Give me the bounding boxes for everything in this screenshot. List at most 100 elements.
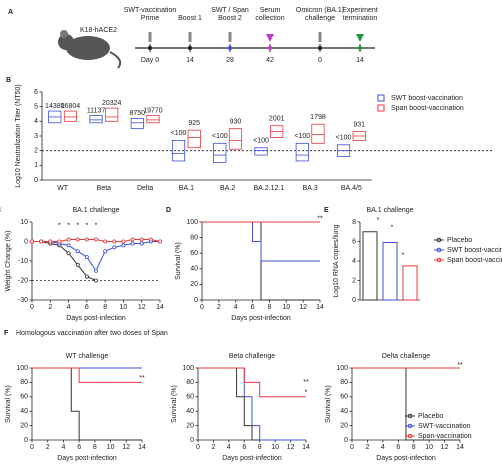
day-label: 14 xyxy=(186,57,194,64)
box xyxy=(213,142,227,163)
chart-title: BA.1 challenge xyxy=(366,207,413,214)
x-tick-label: 2 xyxy=(217,304,221,311)
x-tick-label: Delta xyxy=(137,185,153,192)
value-label: 11137 xyxy=(87,107,106,114)
x-tick-label: 0 xyxy=(30,304,34,311)
x-axis-label: Days post-infection xyxy=(66,315,126,322)
y-tick-label: 0 xyxy=(34,177,38,184)
y-tick-label: 10 xyxy=(20,219,28,226)
point xyxy=(75,237,80,242)
legend-marker xyxy=(407,413,413,419)
y-axis-label: Log10 Neutralization Titer (NT50) xyxy=(15,84,22,188)
point xyxy=(66,237,71,242)
event-label: Boost 1 xyxy=(178,15,202,22)
annotation: * xyxy=(58,223,61,230)
value-label: 930 xyxy=(230,119,242,126)
point xyxy=(84,255,89,260)
point xyxy=(39,239,44,244)
x-tick-label: BA.2.12.1 xyxy=(254,185,285,192)
point xyxy=(66,243,71,248)
x-tick-label: 0 xyxy=(350,444,354,451)
legend-label: Span-vaccination xyxy=(418,433,472,440)
y-tick-label: 6 xyxy=(352,238,356,245)
point xyxy=(130,237,135,242)
panel-label: B xyxy=(6,77,11,84)
y-axis-label: Survival (%) xyxy=(5,385,12,423)
point xyxy=(112,239,117,244)
point xyxy=(139,241,144,246)
y-tick-label: 20 xyxy=(20,422,28,429)
box xyxy=(228,128,243,150)
x-tick-label: 10 xyxy=(107,444,115,451)
chart-title: WT challenge xyxy=(66,353,109,360)
y-tick-label: -30 xyxy=(18,297,28,304)
point xyxy=(84,237,89,242)
annotation: * xyxy=(95,223,98,230)
panel-label: E xyxy=(324,207,329,214)
box xyxy=(171,139,186,162)
timeline-dot xyxy=(227,45,233,51)
y-tick-label: 20 xyxy=(186,422,194,429)
annotation: * xyxy=(305,389,308,396)
timeline-dot xyxy=(267,45,273,51)
panel-label: D xyxy=(166,207,171,214)
arrow xyxy=(266,34,274,42)
point xyxy=(94,237,99,242)
annotation: * xyxy=(391,225,394,232)
panel-label: A xyxy=(8,9,13,16)
legend-marker xyxy=(407,423,413,429)
event-label: Boost 2 xyxy=(218,15,242,22)
y-tick-label: 3 xyxy=(34,133,38,140)
value-label: <100 xyxy=(171,130,187,137)
box xyxy=(295,142,309,162)
legend-swatch xyxy=(377,104,385,112)
y-tick-label: 1 xyxy=(34,162,38,169)
y-tick-label: 0 xyxy=(24,437,28,444)
x-tick-label: 8 xyxy=(103,304,107,311)
event-label: challenge xyxy=(305,15,335,22)
x-tick-label: 4 xyxy=(227,444,231,451)
annotation: ** xyxy=(457,362,463,369)
x-tick-label: 12 xyxy=(287,444,295,451)
chart-title: BA.1 challenge xyxy=(72,207,119,214)
point xyxy=(29,239,34,244)
x-tick-label: 8 xyxy=(267,304,271,311)
y-tick-label: 20 xyxy=(190,281,198,288)
y-tick-label: 80 xyxy=(340,379,348,386)
value-label: <100 xyxy=(336,135,352,142)
x-axis-label: Days post-infection xyxy=(231,315,291,322)
point xyxy=(121,243,126,248)
point xyxy=(112,245,117,250)
x-tick-label: BA.4/5 xyxy=(341,185,362,192)
legend-label: Placebo xyxy=(418,413,443,420)
bar xyxy=(382,241,398,301)
day-label: 28 xyxy=(226,57,234,64)
x-tick-label: 8 xyxy=(412,444,416,451)
point xyxy=(103,239,108,244)
y-axis-label: Log10 RNA copies/lung xyxy=(333,224,340,297)
bar xyxy=(362,231,378,301)
value-label: 20324 xyxy=(102,100,122,107)
box xyxy=(105,107,119,122)
x-tick-label: 14 xyxy=(138,444,146,451)
annotation: ** xyxy=(317,216,323,223)
y-tick-label: 4 xyxy=(352,258,356,265)
legend-label: Span boost-vaccination xyxy=(447,257,502,264)
y-tick-label: 80 xyxy=(186,379,194,386)
y-tick-label: 6 xyxy=(34,89,38,96)
x-tick-label: 8 xyxy=(93,444,97,451)
y-tick-label: 40 xyxy=(186,408,194,415)
x-tick-label: Beta xyxy=(97,185,112,192)
x-tick-label: 14 xyxy=(302,444,310,451)
legend-swatch xyxy=(377,94,385,102)
legend-label: SWT-vaccination xyxy=(418,423,471,430)
y-tick-label: 8 xyxy=(352,219,356,226)
x-tick-label: 12 xyxy=(299,304,307,311)
legend-marker xyxy=(436,237,442,243)
y-tick-label: 60 xyxy=(20,394,28,401)
timeline-dot xyxy=(357,45,363,51)
x-tick-label: 12 xyxy=(122,444,130,451)
x-tick-label: 6 xyxy=(242,444,246,451)
event-label: SWT-vaccination xyxy=(124,7,177,14)
value-label: 1798 xyxy=(310,114,326,121)
